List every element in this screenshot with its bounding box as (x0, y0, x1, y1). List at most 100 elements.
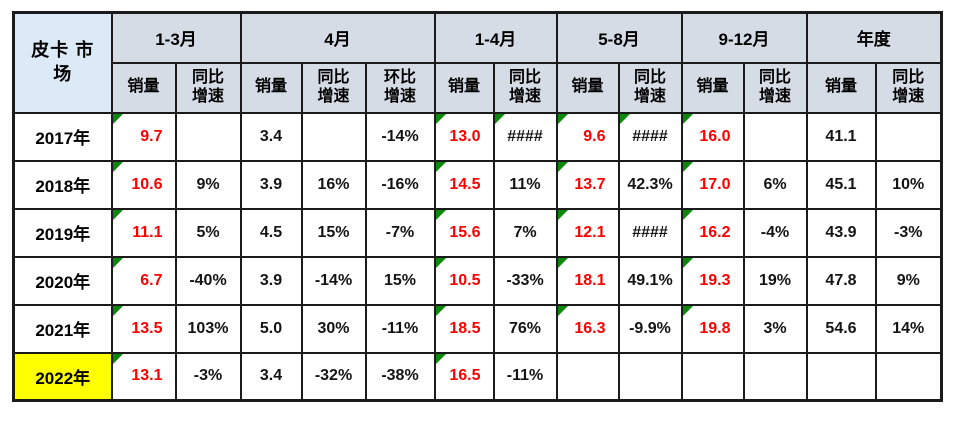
metric-sub-header: 销量 (110, 61, 177, 114)
cell-value: 16.5 (449, 367, 481, 385)
table-cell: 9% (174, 159, 242, 210)
table-cell: 42.3% (617, 159, 683, 210)
table-cell: -33% (492, 255, 558, 306)
table-cell: 76% (492, 303, 558, 354)
table-cell: 15% (300, 207, 367, 258)
cell-value: 11% (509, 175, 541, 193)
error-corner-triangle-icon (113, 114, 124, 125)
table-cell (742, 351, 808, 402)
table-cell: 11.1 (110, 207, 177, 258)
metric-sub-header-label: 销量 (824, 78, 857, 96)
table-cell: 16.0 (680, 111, 745, 162)
table-cell: 3.9 (239, 159, 303, 210)
cell-value: 9.6 (583, 127, 606, 145)
cell-value: 13.0 (449, 127, 481, 145)
error-corner-triangle-icon (436, 210, 447, 221)
corner-header: 皮卡 市场 (12, 11, 113, 114)
metric-sub-header-label: 销量 (127, 78, 160, 96)
cell-value: -14% (381, 127, 419, 145)
error-corner-triangle-icon (620, 114, 631, 125)
error-corner-triangle-icon (683, 258, 694, 269)
cell-value: 6% (763, 175, 787, 193)
table-row: 2018年 10.6 9% 3.9 16% -16% 14.5 11% 13.7 42.3% 17.… (12, 159, 943, 210)
table-cell: 6% (742, 159, 808, 210)
cell-value: 19.8 (699, 319, 731, 337)
metric-sub-header-label: 销量 (571, 78, 604, 96)
corner-header-label: 皮卡 市场 (31, 40, 95, 84)
table-cell (874, 351, 943, 402)
error-corner-triangle-icon (683, 162, 694, 173)
metric-sub-header-label: 同比增速 (892, 68, 925, 105)
table-cell: -3% (174, 351, 242, 402)
error-corner-triangle-icon (113, 354, 124, 365)
cell-value: 12.1 (574, 223, 606, 241)
period-group-header: 1-3月 (110, 11, 242, 64)
table-cell (555, 351, 620, 402)
table-cell: 9.6 (555, 111, 620, 162)
metric-sub-header: 销量 (555, 61, 620, 114)
error-corner-triangle-icon (558, 258, 569, 269)
year-cell: 2017年 (12, 111, 113, 162)
cell-value: 16.2 (699, 223, 731, 241)
cell-value: 14.5 (449, 175, 481, 193)
cell-value: 19% (758, 271, 792, 289)
table-cell: -11% (492, 351, 558, 402)
table-cell: 10.6 (110, 159, 177, 210)
error-corner-triangle-icon (683, 306, 694, 317)
table-cell: -38% (364, 351, 436, 402)
cell-value: -40% (189, 271, 227, 289)
table-cell: 9% (874, 255, 943, 306)
cell-value: -38% (381, 367, 419, 385)
table-cell: 16.3 (555, 303, 620, 354)
table-cell: 13.1 (110, 351, 177, 402)
table-cell: 54.6 (805, 303, 877, 354)
cell-value: -3% (894, 223, 923, 241)
table-cell: 13.0 (433, 111, 495, 162)
metric-sub-header-label: 同比增速 (758, 68, 791, 105)
table-cell: 19.8 (680, 303, 745, 354)
cell-value: 15.6 (449, 223, 481, 241)
cell-value: 10.6 (131, 175, 163, 193)
cell-value: 14% (892, 319, 925, 337)
cell-value: 3.4 (259, 367, 283, 385)
cell-value: 5.0 (259, 319, 283, 337)
table-cell: 16.5 (433, 351, 495, 402)
table-cell: 10% (874, 159, 943, 210)
table-cell: 16% (300, 159, 367, 210)
table-cell: #### (617, 207, 683, 258)
metric-sub-header: 同比增速 (742, 61, 808, 114)
period-group-header: 9-12月 (680, 11, 808, 64)
table-cell: -14% (300, 255, 367, 306)
error-corner-triangle-icon (436, 114, 447, 125)
metric-sub-header: 同比增速 (300, 61, 367, 114)
table-cell: 14% (874, 303, 943, 354)
cell-value: 9% (196, 175, 220, 193)
cell-value: 13.5 (131, 319, 163, 337)
error-corner-triangle-icon (113, 162, 124, 173)
cell-value: -7% (385, 223, 415, 241)
table-cell (300, 111, 367, 162)
metric-sub-header: 销量 (239, 61, 303, 114)
table-cell: 49.1% (617, 255, 683, 306)
table-cell: 13.5 (110, 303, 177, 354)
table-cell: 5% (174, 207, 242, 258)
metric-sub-header: 同比增速 (874, 61, 943, 114)
table-cell: 12.1 (555, 207, 620, 258)
table-cell (742, 111, 808, 162)
error-corner-triangle-icon (113, 258, 124, 269)
table-cell: 7% (492, 207, 558, 258)
cell-value: 76% (508, 319, 542, 337)
table-cell: #### (617, 111, 683, 162)
cell-value: 18.5 (449, 319, 481, 337)
error-corner-triangle-icon (558, 114, 569, 125)
cell-value: 41.1 (825, 127, 857, 145)
table-cell: 17.0 (680, 159, 745, 210)
period-group-header: 5-8月 (555, 11, 683, 64)
table-cell: 45.1 (805, 159, 877, 210)
metric-sub-header-label: 同比增速 (508, 68, 541, 105)
table-cell: 15% (364, 255, 436, 306)
cell-value: 7% (513, 223, 537, 241)
table-cell: -40% (174, 255, 242, 306)
table-cell: -11% (364, 303, 436, 354)
